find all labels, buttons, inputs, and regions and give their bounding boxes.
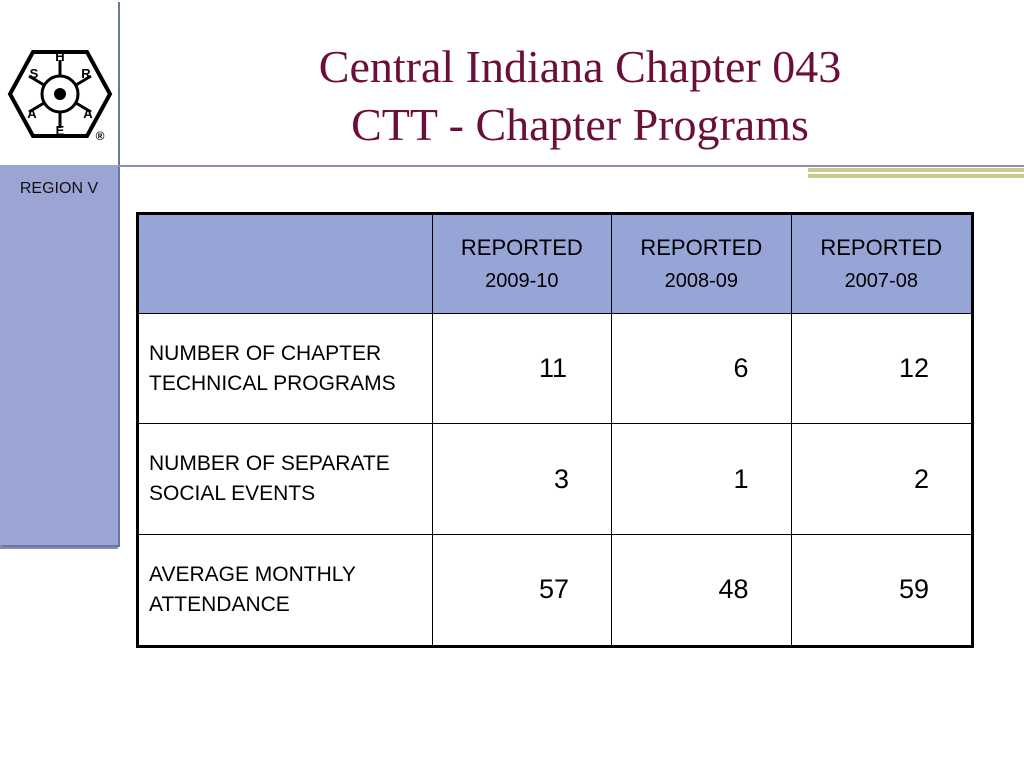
header-label: REPORTED [460, 235, 583, 260]
region-label: REGION V [19, 180, 99, 197]
table-row: NUMBER OF CHAPTER TECHNICAL PROGRAMS 11 … [137, 312, 974, 425]
row-label: AVERAGE MONTHLY ATTENDANCE [137, 533, 433, 648]
programs-table: REPORTED 2009-10 REPORTED 2008-09 REPORT… [136, 212, 974, 648]
value-cell: 59 [790, 533, 974, 648]
header-year: 2009-10 [485, 270, 559, 292]
header-label: REPORTED [640, 235, 763, 260]
row-label: NUMBER OF CHAPTER TECHNICAL PROGRAMS [137, 312, 433, 425]
title-line-1: Central Indiana Chapter 043 [318, 41, 842, 92]
logo-letter-s: S [30, 66, 39, 81]
value-cell: 12 [790, 312, 974, 425]
slide-title: Central Indiana Chapter 043 CTT - Chapte… [130, 38, 1024, 154]
table-row: AVERAGE MONTHLY ATTENDANCE 57 48 59 [137, 533, 974, 648]
value-cell: 48 [611, 533, 792, 648]
logo-letter-e: E [56, 123, 65, 138]
table-header-row: REPORTED 2009-10 REPORTED 2008-09 REPORT… [137, 213, 974, 314]
ashrae-logo-icon: H R A E A S ® [7, 49, 113, 143]
logo-letter-r: R [81, 66, 91, 81]
title-divider [118, 165, 1024, 167]
header-year: 2008-09 [664, 270, 738, 292]
value-cell: 11 [431, 312, 613, 425]
value-cell: 1 [611, 423, 792, 535]
registered-mark: ® [96, 129, 105, 143]
header-year: 2007-08 [844, 270, 918, 292]
header-label: REPORTED [820, 235, 943, 260]
value-cell: 57 [431, 533, 613, 648]
accent-bar [808, 168, 1024, 180]
value-cell: 6 [611, 312, 792, 425]
title-line-2: CTT - Chapter Programs [351, 99, 809, 150]
value-cell: 2 [790, 423, 974, 535]
logo-letter-a-left: A [27, 106, 37, 121]
logo-letter-h: H [55, 49, 64, 64]
table-row: NUMBER OF SEPARATE SOCIAL EVENTS 3 1 2 [137, 423, 974, 535]
header-cell-2008-09: REPORTED 2008-09 [611, 213, 792, 314]
row-label: NUMBER OF SEPARATE SOCIAL EVENTS [137, 423, 433, 535]
header-cell-2007-08: REPORTED 2007-08 [790, 213, 974, 314]
logo-letter-a-right: A [83, 106, 93, 121]
header-cell-blank [137, 213, 433, 314]
header-cell-2009-10: REPORTED 2009-10 [431, 213, 613, 314]
value-cell: 3 [431, 423, 613, 535]
logo-area: H R A E A S ® [0, 0, 118, 165]
